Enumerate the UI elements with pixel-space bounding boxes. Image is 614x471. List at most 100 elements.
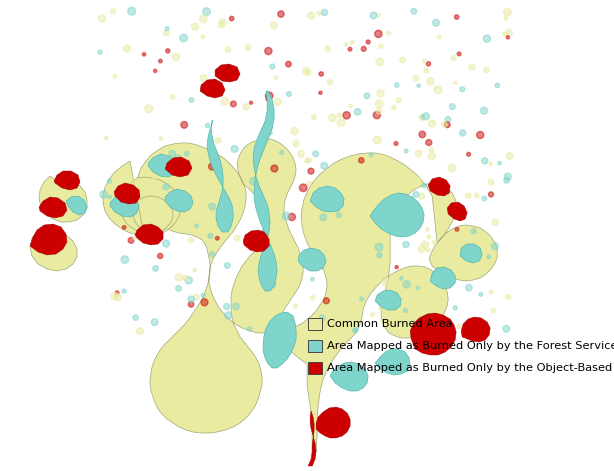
Circle shape <box>183 276 188 281</box>
Circle shape <box>209 252 214 257</box>
Circle shape <box>366 40 370 44</box>
Circle shape <box>466 193 471 198</box>
Circle shape <box>113 74 117 78</box>
Circle shape <box>251 169 258 177</box>
Text: Area Mapped as Burned Only by the Forest Service: Area Mapped as Burned Only by the Forest… <box>327 341 614 351</box>
Circle shape <box>259 230 263 234</box>
Polygon shape <box>375 290 401 310</box>
Circle shape <box>209 163 216 170</box>
Circle shape <box>454 15 459 19</box>
Circle shape <box>377 252 382 258</box>
Circle shape <box>151 319 158 325</box>
Polygon shape <box>310 186 344 212</box>
Circle shape <box>209 203 216 210</box>
Circle shape <box>271 165 278 172</box>
Polygon shape <box>165 157 192 177</box>
Circle shape <box>445 117 451 122</box>
Circle shape <box>107 179 112 183</box>
Circle shape <box>482 196 487 201</box>
Circle shape <box>455 227 459 231</box>
Circle shape <box>400 276 403 280</box>
Circle shape <box>270 278 275 283</box>
Circle shape <box>391 274 399 282</box>
Polygon shape <box>430 267 455 289</box>
Circle shape <box>441 122 448 127</box>
Circle shape <box>445 122 450 128</box>
Circle shape <box>122 226 126 229</box>
Circle shape <box>311 114 316 120</box>
Circle shape <box>288 213 295 220</box>
Circle shape <box>142 53 146 56</box>
Circle shape <box>218 231 222 235</box>
Circle shape <box>245 45 251 51</box>
Circle shape <box>98 50 102 54</box>
Circle shape <box>201 299 208 306</box>
Polygon shape <box>165 189 193 212</box>
Circle shape <box>216 138 221 143</box>
Circle shape <box>188 296 195 302</box>
Circle shape <box>231 146 238 153</box>
Circle shape <box>114 202 120 208</box>
Circle shape <box>319 91 322 94</box>
Circle shape <box>472 263 480 271</box>
Circle shape <box>165 27 169 31</box>
Circle shape <box>282 212 290 220</box>
Circle shape <box>265 48 272 55</box>
Circle shape <box>200 15 207 23</box>
Circle shape <box>428 153 435 160</box>
Circle shape <box>415 150 422 157</box>
Polygon shape <box>330 362 368 391</box>
Circle shape <box>359 263 363 268</box>
Circle shape <box>483 35 491 42</box>
Text: Common Burned Area: Common Burned Area <box>327 319 453 329</box>
Circle shape <box>370 12 377 19</box>
Circle shape <box>193 268 196 272</box>
Circle shape <box>385 278 389 282</box>
Circle shape <box>495 83 500 88</box>
Polygon shape <box>461 317 490 342</box>
Circle shape <box>395 266 398 269</box>
Circle shape <box>241 278 248 285</box>
Circle shape <box>195 224 198 227</box>
Circle shape <box>216 236 219 240</box>
Circle shape <box>163 240 170 247</box>
Circle shape <box>337 113 341 117</box>
Circle shape <box>254 262 261 269</box>
Circle shape <box>218 22 225 28</box>
Circle shape <box>136 328 143 334</box>
Circle shape <box>153 266 158 271</box>
Polygon shape <box>215 64 240 82</box>
Polygon shape <box>375 349 410 375</box>
Circle shape <box>394 83 399 87</box>
Circle shape <box>220 219 224 225</box>
Circle shape <box>274 76 278 80</box>
Circle shape <box>489 162 492 165</box>
Circle shape <box>328 114 336 122</box>
Circle shape <box>267 298 271 302</box>
Circle shape <box>317 199 321 203</box>
Circle shape <box>488 179 494 185</box>
Circle shape <box>403 309 408 312</box>
Circle shape <box>421 115 424 119</box>
Circle shape <box>327 312 334 318</box>
Polygon shape <box>30 224 67 255</box>
Circle shape <box>504 173 511 180</box>
Circle shape <box>476 131 484 138</box>
Circle shape <box>141 230 145 234</box>
Circle shape <box>449 104 455 109</box>
Circle shape <box>121 256 128 263</box>
Text: Area Mapped as Burned Only by the Object-Based Model: Area Mapped as Burned Only by the Object… <box>327 363 614 373</box>
Circle shape <box>413 304 417 309</box>
Circle shape <box>467 152 470 156</box>
Polygon shape <box>298 248 326 271</box>
Circle shape <box>429 120 435 127</box>
Circle shape <box>424 68 429 73</box>
Circle shape <box>173 54 180 61</box>
Circle shape <box>405 149 408 153</box>
Circle shape <box>230 16 234 21</box>
Circle shape <box>130 179 136 185</box>
Circle shape <box>188 301 194 307</box>
Circle shape <box>260 231 268 238</box>
Polygon shape <box>370 193 424 237</box>
Circle shape <box>158 253 163 259</box>
